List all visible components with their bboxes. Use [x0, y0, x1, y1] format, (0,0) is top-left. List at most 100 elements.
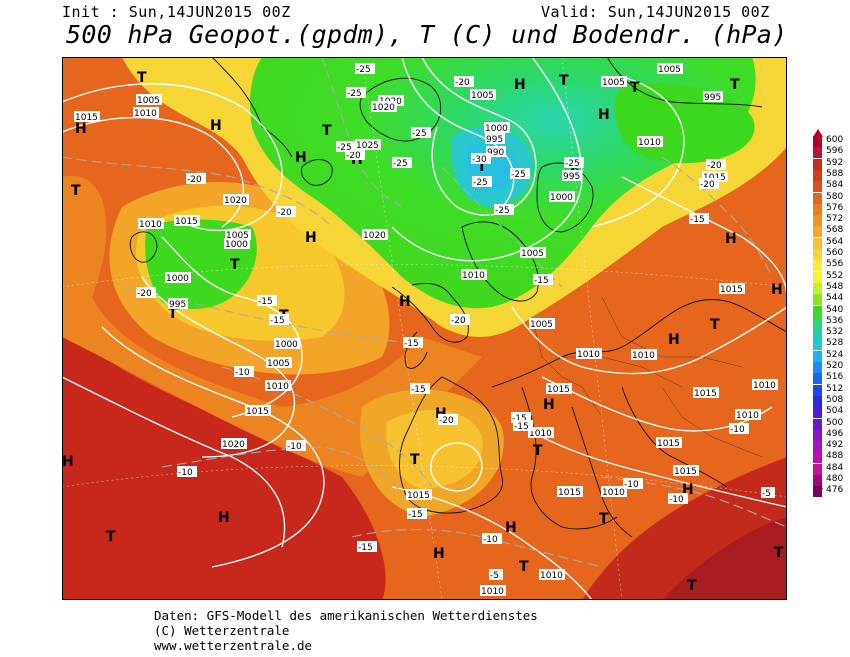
scale-entry: 532: [811, 327, 850, 340]
weather-map: THHTTHHTHTHTTTTTHHHHTHTHHTTHTHHHTTTHT 10…: [62, 57, 787, 600]
isotherm-label: -15: [410, 383, 430, 395]
isotherm-label-bg: [411, 127, 431, 138]
scale-swatch: [813, 282, 822, 294]
isotherm-label: -25: [355, 63, 375, 75]
isotherm-label: -5: [761, 487, 775, 499]
isotherm-label-bg: [355, 63, 375, 74]
isotherm-label: -20: [699, 178, 719, 190]
scale-swatch: [813, 215, 822, 227]
high-pressure-marker: H: [62, 454, 74, 470]
isotherm-label-bg: [668, 493, 688, 504]
low-pressure-marker: T: [730, 77, 740, 93]
isobar-label-bg: [362, 229, 388, 240]
isobar-label-text: 1010: [540, 571, 563, 581]
isobar-label-text: 1000: [275, 340, 298, 350]
isotherm-label-bg: [269, 314, 289, 325]
scale-label: 532: [826, 327, 844, 338]
isotherm-label-bg: [489, 569, 503, 580]
isobar-label: 1000: [165, 272, 191, 284]
isobar-label-bg: [174, 215, 200, 226]
scale-swatch: [813, 237, 822, 249]
isobar-label-bg: [752, 379, 778, 390]
isobar-label-text: 1005: [137, 96, 160, 106]
low-pressure-marker: T: [687, 578, 697, 594]
isotherm-label-bg: [706, 159, 726, 170]
scale-entry: 596: [811, 146, 850, 159]
scale-label: 572: [826, 214, 844, 225]
isobar-label-text: 1005: [658, 65, 681, 75]
scale-entry: 540: [811, 305, 850, 317]
scale-swatch: [813, 441, 822, 453]
isobar-label: 995: [703, 91, 723, 103]
isotherm-label-text: -15: [534, 276, 549, 286]
isobar-label: 1015: [174, 215, 200, 227]
isotherm-label: -20: [345, 149, 365, 161]
scale-label: 476: [826, 485, 844, 496]
isotherm-label-text: -25: [356, 65, 371, 75]
isotherm-label-text: -15: [690, 215, 705, 225]
isobar-label-bg: [224, 238, 250, 249]
isotherm-label: -25: [510, 168, 530, 180]
isotherm-label-text: -15: [258, 297, 273, 307]
isobar-label: 1000: [224, 238, 250, 250]
low-pressure-marker: T: [168, 306, 178, 322]
isotherm-label-text: -20: [451, 316, 466, 326]
isobar-label: 1015: [245, 405, 271, 417]
isotherm-label-bg: [689, 213, 709, 224]
high-pressure-marker: H: [771, 282, 783, 298]
isobars: [62, 57, 787, 600]
scale-entry: 564: [811, 237, 850, 249]
isotherm-label-bg: [511, 412, 531, 423]
scale-label: 552: [826, 270, 844, 281]
isobar-label-text: 1010: [736, 411, 759, 421]
isotherm-labels: -25-25-20-25-25 -30-25-25-25-25-20-25-20-…: [136, 63, 775, 581]
isobar-label-bg: [656, 437, 682, 448]
isobar-label: 1010: [576, 348, 602, 360]
isobar-label: 1000: [274, 338, 300, 350]
isobar-label-text: 1000: [485, 124, 508, 134]
isobar-label-bg: [168, 298, 188, 309]
isobar-label-text: 1015: [75, 113, 98, 123]
isobar-label-bg: [631, 349, 657, 360]
isotherm-label-text: -20: [187, 175, 202, 185]
scale-label: 596: [826, 146, 844, 157]
zone-yellow-iberia: [386, 410, 483, 489]
low-pressure-marker: T: [559, 73, 569, 89]
high-pressure-marker: H: [218, 510, 230, 526]
isobar-label-bg: [528, 427, 554, 438]
isobar-label-bg: [165, 272, 191, 283]
isobar-label-text: 1000: [166, 274, 189, 284]
isobar-label-bg: [265, 380, 291, 391]
isobar-label-text: 1025: [356, 141, 379, 151]
isobar-label-text: 1020: [222, 440, 245, 450]
isobar-label-text: 995: [704, 93, 721, 103]
isobar-label: 1010: [735, 409, 761, 421]
high-pressure-marker: H: [210, 118, 222, 134]
isotherm-label-text: -10: [669, 495, 684, 505]
isobar-label-bg: [371, 101, 397, 112]
isotherm-label-bg: [450, 314, 470, 325]
isobar-label: 1020: [362, 229, 388, 241]
isotherm-label-text: -15: [512, 414, 527, 424]
isotherm-label: -10: [668, 493, 688, 505]
isotherm-label-text: -10: [235, 368, 250, 378]
scale-swatch: [813, 158, 822, 170]
scale-entry: 520: [811, 361, 850, 373]
isotherm-label-text: -25: [565, 159, 580, 169]
isotherm-label: -5: [489, 569, 503, 581]
isobar-label-bg: [221, 438, 247, 449]
isotherm-label-text: -5: [490, 571, 499, 581]
high-pressure-marker: H: [725, 231, 737, 247]
scale-label: 548: [826, 281, 844, 292]
isotherm-label-text: -30: [472, 155, 487, 165]
isobar-label-bg: [480, 585, 506, 596]
isobar-label: 1015: [693, 387, 719, 399]
isobar-label-text: 995: [563, 172, 580, 182]
isobar-label: 1010: [601, 486, 627, 498]
scale-entry: 560: [811, 248, 850, 260]
isotherm-label-bg: [345, 149, 365, 160]
isobar-label-bg: [702, 171, 728, 182]
isobar-label: 1020: [371, 101, 397, 113]
isobar-label: 1005: [136, 94, 162, 106]
scale-swatch: [813, 407, 822, 419]
